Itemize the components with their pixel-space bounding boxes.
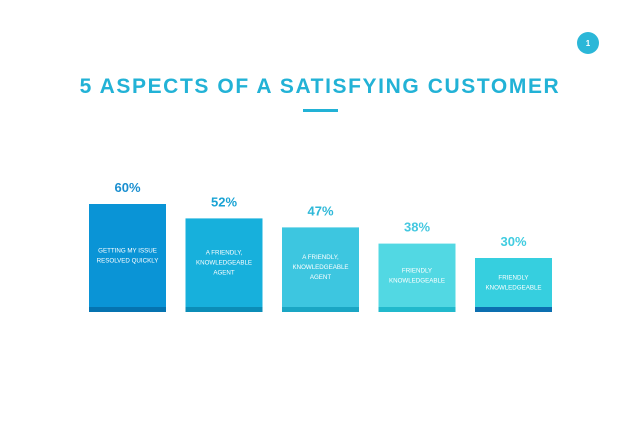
bar-base-4: [378, 307, 456, 312]
bar-5: [475, 258, 552, 312]
bar-base-5: [475, 307, 552, 312]
category-label-5: FRIENDLY KNOWLEDGEABLE: [485, 275, 541, 292]
category-label-3: A FRIENDLY, KNOWLEDGEABLE AGENT: [292, 254, 348, 281]
chart-title: 5 ASPECTS OF A SATISFYING CUSTOMER: [79, 75, 561, 98]
title-underline: [303, 109, 338, 112]
value-label-2: 52%: [211, 194, 237, 209]
category-label-4: FRIENDLY KNOWLEDGEABLE: [389, 267, 445, 284]
bar-1: [89, 204, 166, 312]
category-label-1: GETTING MY ISSUE RESOLVED QUICKLY: [97, 248, 159, 265]
value-label-3: 47%: [307, 203, 333, 218]
value-label-4: 38%: [404, 220, 430, 235]
bar-base-2: [185, 307, 263, 312]
category-label-2: A FRIENDLY, KNOWLEDGEABLE AGENT: [196, 250, 252, 277]
bar-3: [282, 227, 359, 312]
bar-base-3: [282, 307, 359, 312]
bar-4: [378, 243, 456, 312]
bar-2: [185, 218, 263, 312]
bar-base-1: [89, 307, 166, 312]
value-label-5: 30%: [500, 234, 526, 249]
value-label-1: 60%: [114, 180, 140, 195]
page-number-badge: 1: [577, 32, 599, 54]
